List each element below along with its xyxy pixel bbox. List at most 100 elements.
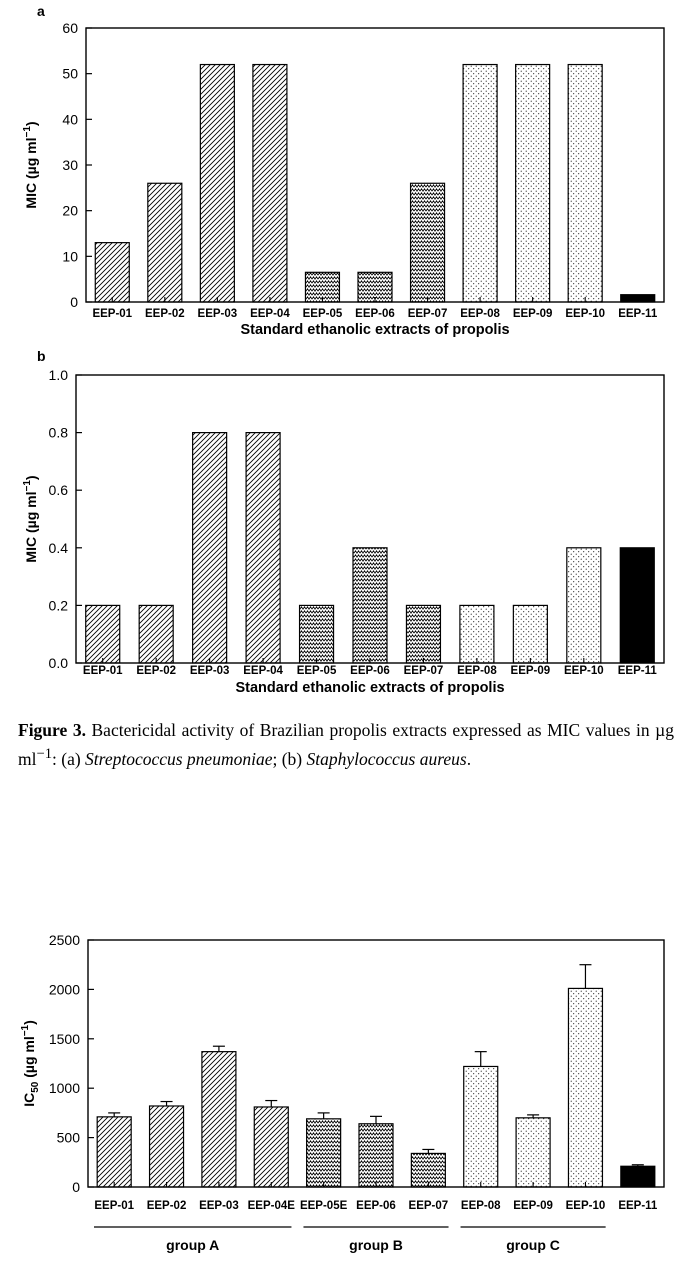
x-tick-label: EEP-02: [136, 665, 176, 677]
y-tick-label: 2500: [49, 932, 80, 948]
bar: [298, 604, 335, 664]
x-tick-label: EEP-06: [356, 1200, 396, 1212]
x-tick-label: EEP-03: [198, 308, 238, 320]
x-tick-label: EEP-05E: [300, 1200, 348, 1212]
bar: [253, 1106, 289, 1188]
x-tick-label: EEP-02: [145, 308, 185, 320]
chart-b: b 0.0 0.2 0.4 0.6 0.8 1.0 MIC (µg ml−1) EEP-01 EE…: [22, 348, 665, 696]
bar: [619, 547, 655, 664]
y-axis-title-exponent: −1: [22, 480, 33, 492]
y-axis-title-close: ): [21, 1020, 37, 1025]
bar: [409, 182, 446, 303]
bar: [567, 63, 603, 303]
chart-c: 0 500 1000 1500 2000 2500 IC50 (µg ml−1) EEP-01…: [20, 932, 665, 1253]
y-axis-title: MIC (µg ml−1): [22, 475, 39, 562]
y-axis-title-close: ): [23, 475, 39, 480]
y-axis-title: IC50 (µg ml−1): [20, 1020, 41, 1107]
y-tick-label: 0.2: [49, 597, 69, 613]
bar: [515, 1117, 551, 1188]
x-tick-label: EEP-03: [199, 1200, 239, 1212]
bar: [515, 63, 551, 303]
x-tick-label: EEP-04: [250, 308, 290, 320]
x-tick-label: EEP-02: [147, 1200, 187, 1212]
x-tick-label: EEP-06: [355, 308, 395, 320]
figure-caption: Figure 3. Bactericidal activity of Brazi…: [18, 718, 674, 771]
y-tick-label: 2000: [49, 981, 80, 997]
y-axis-title-exponent: −1: [22, 126, 33, 138]
x-tick-label: EEP-11: [618, 665, 658, 677]
y-tick-label: 20: [62, 203, 78, 219]
y-tick-label: 0.8: [49, 425, 69, 441]
x-tick-label: EEP-08: [460, 308, 500, 320]
bar: [94, 242, 130, 303]
bar: [306, 1118, 342, 1188]
x-tick-label: EEP-09: [511, 665, 551, 677]
group-label: group B: [349, 1237, 403, 1253]
x-tick-label: EEP-07: [409, 1200, 449, 1212]
bar: [252, 63, 288, 303]
caption-text-1: Bactericidal activity of Brazilian propo…: [18, 720, 674, 769]
bar: [567, 987, 604, 1188]
chart-a: a 0 10 20 30 40 50 60 MIC (µg ml−1) EEP-01 EEP-02 E…: [22, 3, 665, 338]
bar: [405, 604, 442, 664]
bar: [96, 1116, 132, 1188]
y-axis-title-exponent: −1: [20, 1024, 31, 1036]
y-axis-title-close: ): [23, 121, 39, 126]
bar: [463, 1065, 499, 1188]
x-tick-label: EEP-11: [618, 308, 658, 320]
y-tick-label: 0.4: [49, 540, 69, 556]
x-tick-label: EEP-07: [404, 665, 444, 677]
bar: [192, 431, 228, 664]
x-tick-label: EEP-01: [92, 308, 132, 320]
y-tick-label: 10: [62, 248, 78, 264]
panel-label: a: [37, 3, 45, 19]
x-axis-title: Standard ethanolic extracts of propolis: [240, 322, 509, 338]
bar: [148, 1105, 185, 1188]
caption-species-a: Streptococcus pneumoniae: [85, 748, 273, 769]
x-tick-label: EEP-09: [513, 1200, 553, 1212]
x-tick-label: EEP-06: [350, 665, 390, 677]
group-label: group C: [506, 1237, 560, 1253]
bar: [85, 604, 121, 664]
x-axis-title: Standard ethanolic extracts of propolis: [235, 680, 504, 696]
bar: [147, 182, 183, 303]
bar: [352, 547, 388, 664]
y-tick-label: 1500: [49, 1031, 80, 1047]
group-label: group A: [166, 1237, 219, 1253]
bar: [201, 1051, 237, 1188]
x-tick-label: EEP-11: [618, 1200, 658, 1212]
caption-text-4: .: [466, 748, 472, 769]
x-tick-label: EEP-04: [243, 665, 283, 677]
x-tick-label: EEP-10: [565, 308, 605, 320]
y-tick-label: 0: [70, 294, 78, 310]
y-tick-label: 40: [62, 111, 78, 127]
y-axis-title-rest: (µg ml: [21, 1036, 37, 1081]
caption-lead: Figure 3.: [18, 720, 86, 740]
x-tick-label: EEP-01: [94, 1200, 134, 1212]
x-tick-label: EEP-05: [297, 665, 337, 677]
bar: [410, 1152, 446, 1188]
y-tick-label: 60: [62, 20, 78, 36]
x-tick-label: EEP-10: [566, 1200, 606, 1212]
caption-text-3: ; (b): [272, 748, 307, 769]
x-tick-label: EEP-09: [513, 308, 553, 320]
x-tick-label: EEP-04E: [248, 1200, 296, 1212]
y-tick-label: 500: [57, 1130, 81, 1146]
caption-superscript: −1: [36, 746, 52, 762]
caption-text-2: : (a): [52, 748, 86, 769]
panel-label: b: [37, 348, 46, 364]
x-tick-label: EEP-08: [461, 1200, 501, 1212]
x-tick-label: EEP-05: [303, 308, 343, 320]
y-tick-label: 0.6: [49, 482, 69, 498]
bar: [199, 63, 235, 303]
bar: [245, 431, 281, 664]
x-tick-label: EEP-08: [457, 665, 497, 677]
bar: [459, 604, 495, 664]
bar: [512, 604, 548, 664]
y-axis-title-main: MIC (µg ml: [23, 492, 39, 563]
x-tick-label: EEP-10: [564, 665, 604, 677]
y-tick-label: 50: [62, 66, 78, 82]
caption-species-b: Staphylococcus aureus: [306, 748, 467, 769]
y-tick-label: 1.0: [49, 367, 69, 383]
bar: [138, 604, 174, 664]
